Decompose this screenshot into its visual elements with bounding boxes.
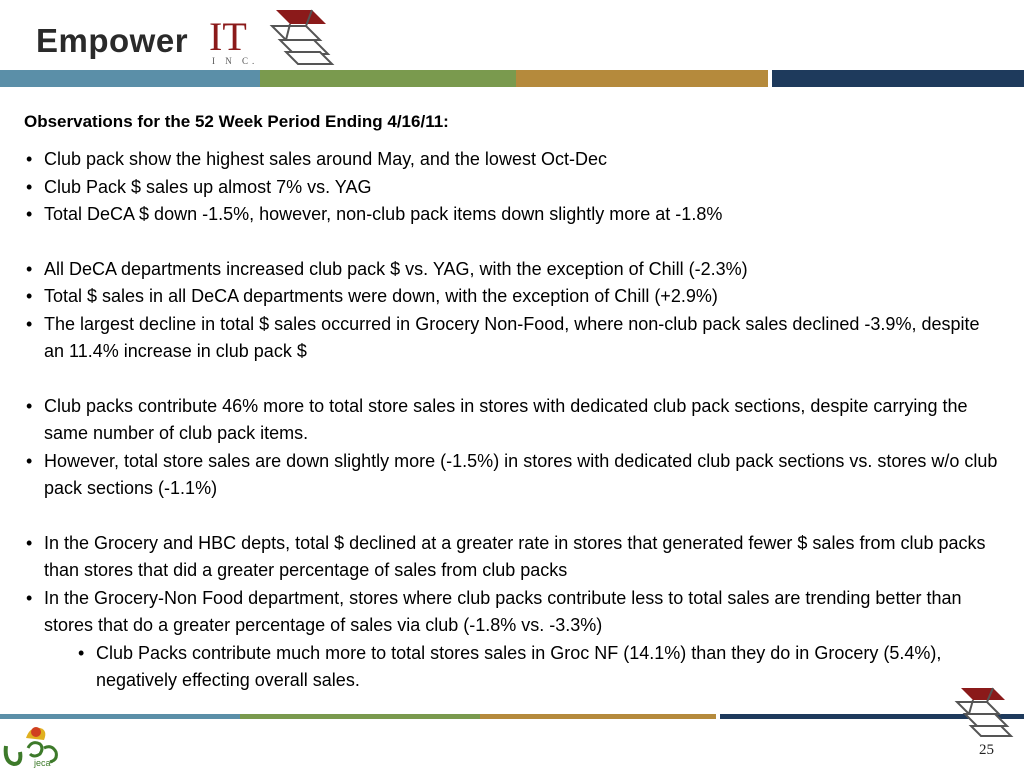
bullet-item: • Total $ sales in all DeCA departments w…	[24, 283, 1004, 311]
bullet-text: In the Grocery and HBC depts, total $ de…	[44, 532, 986, 581]
band-segment-green	[260, 70, 516, 87]
bullet-dot-icon: •	[26, 587, 33, 608]
bullet-dot-icon: •	[26, 395, 33, 416]
page-number: 25	[979, 742, 994, 758]
bullet-text: All DeCA departments increased club pack…	[44, 258, 748, 279]
bullet-item: • Club packs contribute 46% more to total…	[24, 393, 1004, 448]
bullet-dot-icon: •	[26, 450, 33, 471]
slide-title: Observations for the 52 Week Period Endi…	[24, 112, 449, 131]
header-color-band	[0, 70, 1024, 87]
bullet-dot-icon: •	[26, 176, 33, 197]
bullet-text: Club pack show the highest sales around …	[44, 149, 607, 169]
band-gap	[768, 70, 772, 87]
band-segment-blue	[0, 70, 260, 87]
bullet-item: • Club Pack $ sales up almost 7% vs. YAG	[24, 174, 1004, 202]
partner-logo-text: jeca	[33, 758, 51, 768]
bullet-text: Club Packs contribute much more to total…	[96, 642, 942, 691]
sub-bullet-item: • Club Packs contribute much more to tota…	[24, 640, 1004, 695]
bullet-text: Total $ sales in all DeCA departments we…	[44, 286, 718, 306]
band-segment-gold	[516, 70, 768, 87]
bullet-item: • Total DeCA $ down -1.5%, however, non-c…	[24, 201, 1004, 229]
band-segment-navy	[772, 70, 1024, 87]
bullet-dot-icon: •	[78, 642, 85, 663]
bullet-item: • Club pack show the highest sales around…	[24, 146, 1004, 174]
bullet-dot-icon: •	[26, 532, 33, 553]
bullet-dot-icon: •	[26, 258, 33, 279]
bullet-text: However, total store sales are down slig…	[44, 450, 998, 499]
bullet-text: Club packs contribute 46% more to total …	[44, 395, 968, 444]
footer-band-green	[240, 714, 480, 719]
slide-header: Empower IT I N C.	[0, 0, 1024, 88]
bullet-item: • In the Grocery and HBC depts, total $ d…	[24, 530, 1004, 585]
bullet-text: Total DeCA $ down -1.5%, however, non-cl…	[44, 204, 723, 224]
logo-it-text: IT	[209, 14, 247, 59]
footer-empower-mark-icon	[954, 687, 1014, 737]
bullet-item: • All DeCA departments increased club pac…	[24, 256, 1004, 284]
footer-band-navy	[720, 714, 1024, 719]
empower-it-mark-icon	[269, 9, 335, 65]
bullet-dot-icon: •	[26, 204, 33, 224]
bullet-item: • In the Grocery-Non Food department, sto…	[24, 585, 1004, 640]
deca-partner-logo: jeca	[3, 727, 58, 768]
bullet-item: • However, total store sales are down sli…	[24, 448, 1004, 503]
bullet-item: • The largest decline in total $ sales oc…	[24, 311, 1004, 366]
logo-brand-text: Empower	[36, 22, 189, 59]
bullet-text: In the Grocery-Non Food department, stor…	[44, 587, 962, 636]
bullet-dot-icon: •	[26, 313, 33, 334]
bullet-text: Club Pack $ sales up almost 7% vs. YAG	[44, 176, 372, 197]
footer-band-blue	[0, 714, 240, 719]
footer-band-gap	[716, 714, 720, 719]
footer-band-gold	[480, 714, 716, 719]
empower-it-logo: Empower IT I N C.	[36, 4, 336, 68]
bullet-dot-icon: •	[26, 149, 33, 169]
bullet-dot-icon: •	[26, 286, 33, 306]
observations-list: • Club pack show the highest sales around…	[24, 146, 1004, 695]
logo-inc-text: I N C.	[212, 56, 259, 66]
slide-content: Observations for the 52 Week Period Endi…	[24, 110, 1004, 695]
bullet-text: The largest decline in total $ sales occ…	[44, 313, 980, 362]
footer-color-band	[0, 714, 1024, 719]
